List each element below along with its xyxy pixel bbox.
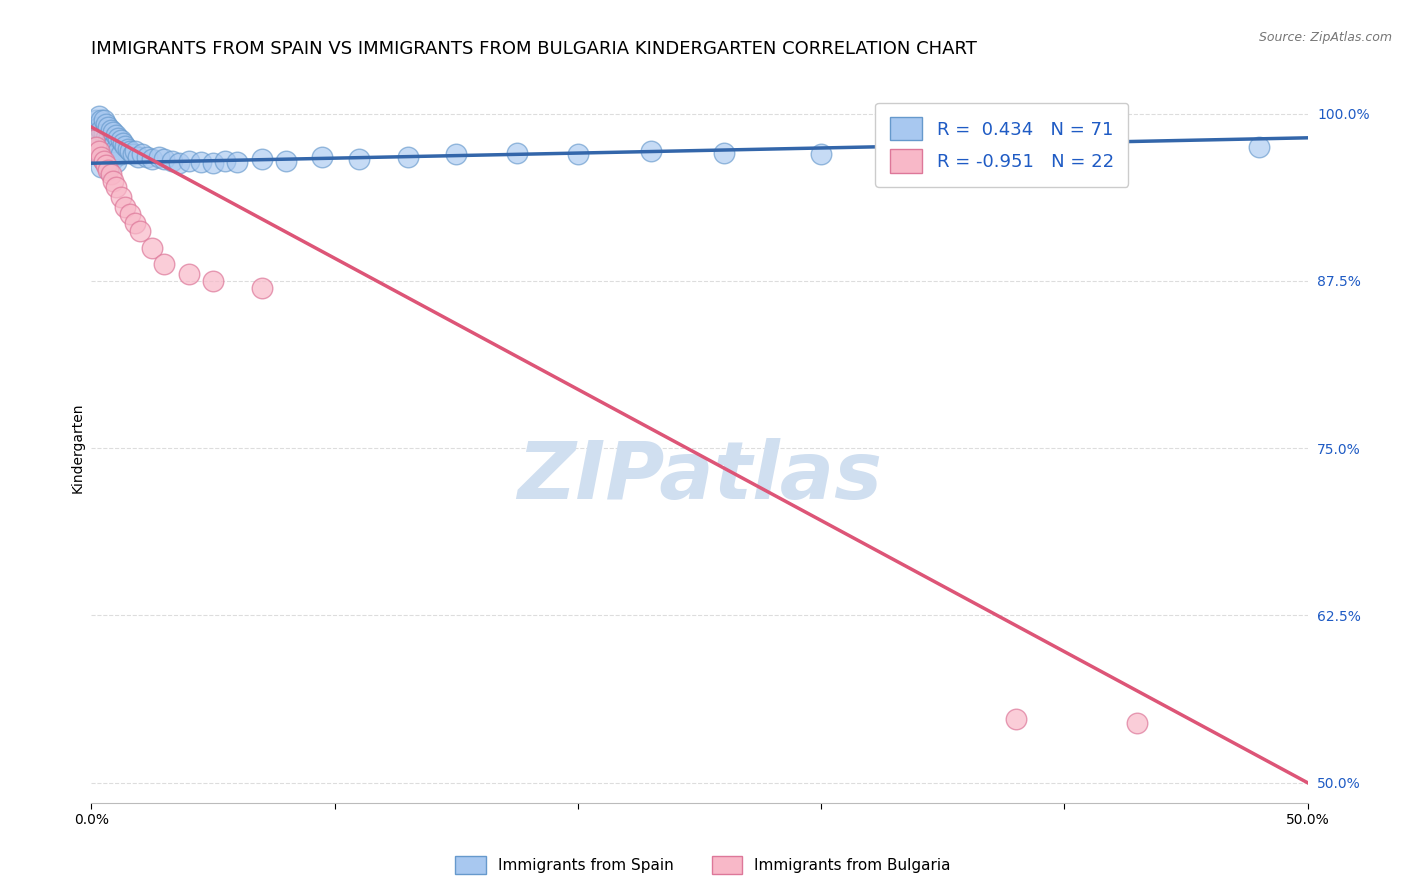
- Point: [153, 152, 176, 166]
- Text: Source: ZipAtlas.com: Source: ZipAtlas.com: [1258, 31, 1392, 45]
- Point: [104, 180, 127, 194]
- Point: [141, 240, 163, 254]
- Point: [90, 149, 112, 164]
- Point: [97, 120, 120, 135]
- Point: [202, 156, 225, 170]
- Point: [93, 153, 115, 168]
- Point: [202, 274, 225, 288]
- Point: [93, 153, 115, 168]
- Point: [87, 109, 110, 123]
- Point: [90, 122, 112, 136]
- Point: [83, 120, 105, 135]
- Point: [100, 167, 122, 181]
- Point: [87, 120, 110, 135]
- Point: [90, 149, 112, 164]
- Point: [506, 145, 529, 160]
- Point: [100, 122, 122, 136]
- Point: [84, 113, 107, 128]
- Point: [104, 155, 127, 169]
- Point: [311, 149, 333, 164]
- Point: [226, 155, 249, 169]
- Point: [396, 149, 419, 164]
- Point: [100, 149, 122, 164]
- Point: [104, 128, 127, 143]
- Point: [214, 153, 236, 168]
- Point: [110, 190, 132, 204]
- Point: [190, 155, 212, 169]
- Point: [160, 153, 183, 168]
- Point: [87, 133, 110, 147]
- Point: [94, 117, 117, 131]
- Point: [129, 224, 152, 238]
- Point: [94, 144, 117, 158]
- Point: [167, 156, 190, 170]
- Point: [93, 140, 115, 154]
- Point: [97, 146, 120, 161]
- Point: [347, 152, 370, 166]
- Point: [87, 144, 110, 158]
- Point: [114, 200, 136, 214]
- Point: [810, 146, 832, 161]
- Point: [87, 146, 110, 161]
- Point: [84, 127, 107, 141]
- Point: [94, 130, 117, 145]
- Point: [124, 216, 146, 230]
- Point: [1102, 146, 1125, 161]
- Point: [90, 160, 112, 174]
- Point: [110, 133, 132, 147]
- Point: [153, 256, 176, 270]
- Point: [567, 146, 589, 161]
- Point: [97, 160, 120, 174]
- Point: [131, 146, 153, 161]
- Point: [100, 136, 122, 150]
- Point: [136, 149, 159, 164]
- Point: [103, 138, 125, 153]
- Point: [104, 141, 127, 155]
- Point: [90, 136, 112, 150]
- Legend: R =  0.434   N = 71, R = -0.951   N = 22: R = 0.434 N = 71, R = -0.951 N = 22: [876, 103, 1128, 187]
- Y-axis label: Kindergarten: Kindergarten: [70, 403, 84, 493]
- Point: [713, 145, 735, 160]
- Point: [83, 133, 105, 147]
- Point: [97, 163, 120, 178]
- Point: [1004, 711, 1026, 725]
- Point: [120, 144, 142, 158]
- Point: [97, 133, 120, 147]
- Point: [148, 149, 170, 164]
- Point: [111, 136, 134, 150]
- Point: [107, 144, 129, 158]
- Point: [250, 152, 273, 166]
- Point: [121, 146, 143, 161]
- Point: [114, 138, 136, 153]
- Point: [84, 140, 107, 154]
- Text: IMMIGRANTS FROM SPAIN VS IMMIGRANTS FROM BULGARIA KINDERGARTEN CORRELATION CHART: IMMIGRANTS FROM SPAIN VS IMMIGRANTS FROM…: [91, 40, 977, 58]
- Point: [274, 153, 297, 168]
- Point: [93, 127, 115, 141]
- Point: [120, 207, 142, 221]
- Point: [103, 173, 125, 188]
- Point: [84, 140, 107, 154]
- Legend: Immigrants from Spain, Immigrants from Bulgaria: Immigrants from Spain, Immigrants from B…: [449, 850, 957, 880]
- Point: [94, 157, 117, 171]
- Point: [93, 113, 115, 128]
- Point: [1247, 140, 1270, 154]
- Point: [103, 125, 125, 139]
- Point: [640, 144, 662, 158]
- Point: [110, 146, 132, 161]
- Text: ZIPatlas: ZIPatlas: [517, 438, 882, 516]
- Point: [103, 152, 125, 166]
- Point: [931, 144, 953, 158]
- Point: [107, 130, 129, 145]
- Point: [250, 280, 273, 294]
- Point: [90, 113, 112, 128]
- Point: [127, 149, 149, 164]
- Point: [141, 152, 163, 166]
- Point: [117, 141, 139, 155]
- Point: [1126, 715, 1149, 730]
- Point: [124, 144, 146, 158]
- Point: [177, 267, 200, 281]
- Point: [94, 156, 117, 170]
- Point: [177, 153, 200, 168]
- Point: [444, 146, 467, 161]
